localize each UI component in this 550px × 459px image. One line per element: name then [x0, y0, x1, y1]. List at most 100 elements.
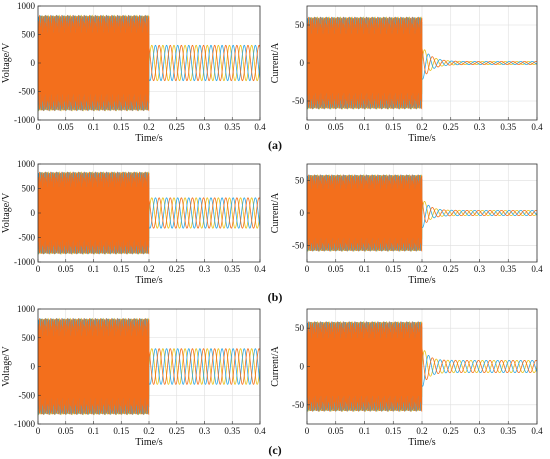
x-tick-label: 0: [36, 122, 41, 132]
x-tick-label: 0.1: [88, 122, 99, 132]
y-tick-label: 500: [22, 184, 36, 194]
chart-2: 0 0.05 0.1 0.15 0.2 0.25 0.3 0.35 0.4 50 0 -50 Time/…: [270, 5, 543, 144]
chart-5: 0 0.05 0.1 0.15 0.2 0.25 0.3 0.35 0.4 1000 500 0 -50…: [1, 304, 266, 448]
y-axis-label: Voltage/V: [1, 346, 12, 387]
y-tick-label: 0: [31, 362, 36, 372]
series-phase-c: [38, 14, 260, 112]
y-tick-label: -50: [292, 400, 304, 410]
x-tick-label: 0.35: [224, 264, 240, 274]
x-tick-label: 0.2: [416, 264, 427, 274]
x-tick-label: 0.1: [359, 426, 370, 436]
x-tick-label: 0.3: [199, 264, 211, 274]
x-tick-label: 0.15: [113, 264, 129, 274]
y-tick-label: -500: [19, 87, 36, 97]
x-axis-label: Time/s: [408, 275, 436, 286]
waveform-group: [38, 14, 260, 112]
y-tick-label: -1000: [14, 419, 35, 429]
x-tick-label: 0: [305, 264, 310, 274]
waveform-group: [38, 171, 260, 255]
x-tick-label: 0.35: [224, 122, 240, 132]
x-tick-label: 0.4: [531, 426, 543, 436]
x-tick-label: 0.05: [328, 264, 344, 274]
y-tick-label: 1000: [17, 304, 36, 314]
x-tick-label: 0.15: [113, 122, 129, 132]
x-tick-label: 0: [305, 426, 310, 436]
x-tick-label: 0.25: [443, 122, 459, 132]
x-tick-label: 0.25: [169, 426, 185, 436]
series-phase-c: [38, 317, 260, 416]
y-tick-label: 50: [295, 175, 305, 185]
x-tick-label: 0.15: [385, 426, 401, 436]
x-tick-label: 0.2: [416, 426, 427, 436]
x-tick-label: 0.15: [385, 264, 401, 274]
y-tick-label: -500: [19, 233, 36, 243]
x-tick-label: 0.4: [254, 122, 266, 132]
series-phase-c: [307, 174, 537, 252]
y-tick-label: 0: [300, 58, 305, 68]
waveform-group: [307, 320, 537, 413]
x-tick-label: 0.35: [224, 426, 240, 436]
x-tick-label: 0.3: [199, 122, 211, 132]
x-tick-label: 0.35: [500, 264, 516, 274]
x-tick-label: 0.05: [58, 122, 74, 132]
x-tick-label: 0.2: [416, 122, 427, 132]
y-tick-label: 0: [31, 208, 36, 218]
x-tick-label: 0.4: [254, 264, 266, 274]
x-tick-label: 0.2: [143, 122, 154, 132]
y-tick-label: -500: [19, 390, 36, 400]
y-tick-label: 1000: [17, 159, 36, 169]
x-tick-label: 0.3: [199, 426, 211, 436]
panel-label-b: (b): [268, 290, 283, 304]
x-tick-label: 0.4: [531, 264, 543, 274]
y-axis-label: Current/A: [270, 345, 281, 386]
x-tick-label: 0: [305, 122, 310, 132]
x-tick-label: 0.15: [385, 122, 401, 132]
y-axis-label: Voltage/V: [1, 192, 12, 233]
x-tick-label: 0: [36, 426, 41, 436]
x-tick-label: 0.1: [359, 264, 370, 274]
x-tick-label: 0.1: [88, 264, 99, 274]
y-axis-label: Current/A: [270, 192, 281, 233]
y-tick-label: 500: [22, 333, 36, 343]
x-tick-label: 0.05: [328, 426, 344, 436]
x-tick-label: 0.25: [169, 264, 185, 274]
x-axis-label: Time/s: [135, 275, 163, 286]
x-tick-label: 0.05: [58, 426, 74, 436]
x-tick-label: 0.25: [169, 122, 185, 132]
x-tick-label: 0.35: [500, 426, 516, 436]
y-tick-label: 0: [300, 208, 305, 218]
y-tick-label: 0: [300, 362, 305, 372]
chart-6: 0 0.05 0.1 0.15 0.2 0.25 0.3 0.35 0.4 50 0 -50 Time/…: [270, 308, 543, 448]
x-tick-label: 0.25: [443, 264, 459, 274]
x-tick-label: 0.05: [58, 264, 74, 274]
x-tick-label: 0.05: [328, 122, 344, 132]
waveform-group: [307, 16, 537, 110]
x-tick-label: 0.3: [474, 264, 486, 274]
x-axis-label: Time/s: [408, 437, 436, 448]
x-tick-label: 0.4: [531, 122, 543, 132]
x-axis-label: Time/s: [135, 437, 163, 448]
series-phase-c: [38, 171, 260, 255]
panel-label-c: (c): [268, 443, 281, 457]
x-tick-label: 0.4: [254, 426, 266, 436]
x-tick-label: 0.2: [143, 264, 154, 274]
x-tick-label: 0.1: [88, 426, 99, 436]
panel-label-a: (a): [268, 138, 282, 152]
y-tick-label: -1000: [14, 115, 35, 125]
x-tick-label: 0: [36, 264, 41, 274]
x-tick-label: 0.1: [359, 122, 370, 132]
x-axis-label: Time/s: [135, 133, 163, 144]
chart-3: 0 0.05 0.1 0.15 0.2 0.25 0.3 0.35 0.4 1000 500 0 -50…: [1, 159, 266, 286]
series-phase-c: [307, 16, 537, 110]
x-tick-label: 0.15: [113, 426, 129, 436]
y-tick-label: 50: [295, 20, 305, 30]
series-phase-c: [307, 321, 537, 412]
y-tick-label: 1000: [17, 1, 36, 11]
y-tick-label: -1000: [14, 257, 35, 267]
chart-1: 0 0.05 0.1 0.15 0.2 0.25 0.3 0.35 0.4 1000 500 0 -50…: [1, 1, 266, 144]
x-tick-label: 0.3: [474, 426, 486, 436]
y-axis-label: Current/A: [270, 42, 281, 83]
y-tick-label: 500: [22, 30, 36, 40]
